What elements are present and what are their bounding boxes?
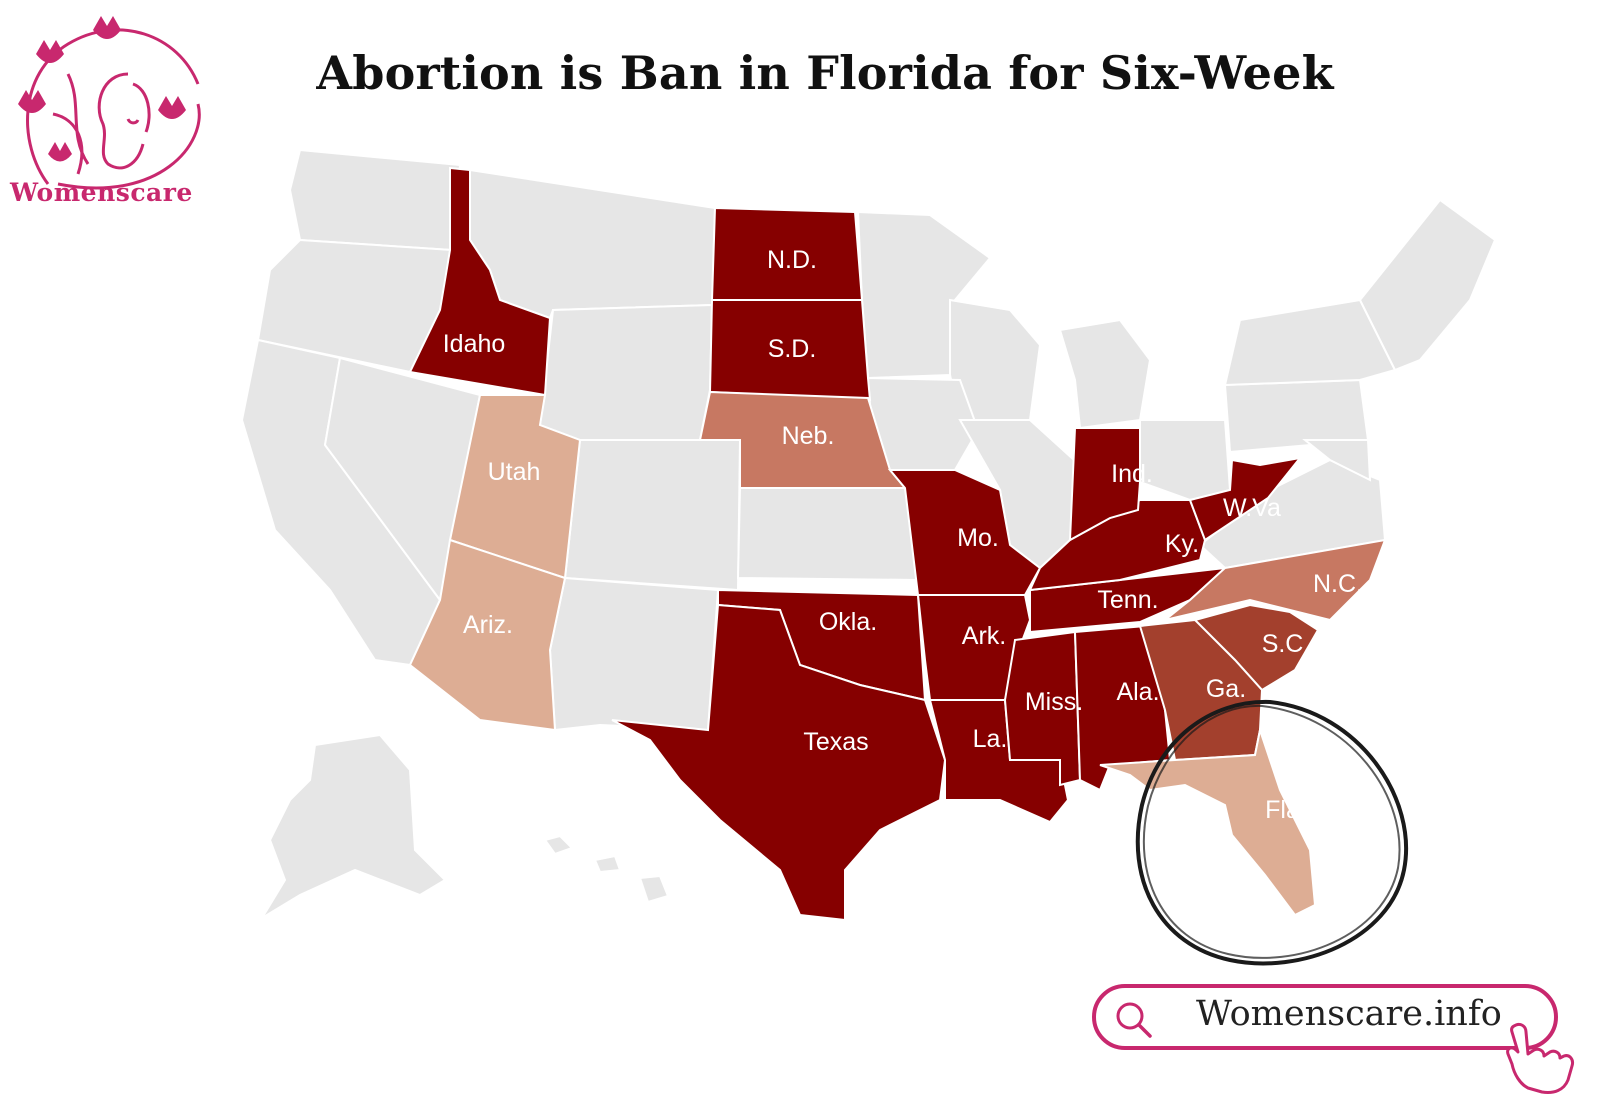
label-georgia: Ga. bbox=[1206, 675, 1246, 703]
label-missouri: Mo. bbox=[957, 524, 999, 552]
label-south-carolina: S.C. bbox=[1262, 630, 1311, 658]
label-utah: Utah bbox=[488, 458, 541, 486]
search-icon bbox=[1116, 1002, 1152, 1038]
label-mississippi: Miss. bbox=[1025, 688, 1083, 716]
pointer-hand-icon bbox=[1506, 1022, 1574, 1094]
state-north-carolina[interactable] bbox=[1164, 538, 1387, 622]
label-tennessee: Tenn. bbox=[1097, 586, 1158, 614]
website-url: Womenscare.info bbox=[1196, 994, 1502, 1034]
state-maryland-delaware bbox=[1302, 439, 1372, 482]
state-new-england bbox=[1358, 198, 1497, 372]
state-alaska bbox=[261, 733, 447, 919]
state-arizona[interactable] bbox=[408, 538, 567, 732]
state-wyoming bbox=[538, 303, 714, 441]
state-nebraska[interactable] bbox=[698, 390, 908, 489]
label-arkansas: Ark. bbox=[962, 622, 1006, 650]
state-west-virginia[interactable] bbox=[1188, 456, 1303, 542]
state-washington bbox=[288, 148, 462, 252]
label-louisiana: La. bbox=[973, 725, 1008, 753]
state-kansas bbox=[736, 487, 920, 582]
label-nebraska: Neb. bbox=[782, 422, 835, 450]
state-hawaii bbox=[543, 834, 670, 904]
label-idaho: Idaho bbox=[443, 330, 506, 358]
label-west-virginia: W.Va bbox=[1223, 494, 1281, 522]
state-montana bbox=[469, 168, 717, 320]
state-michigan bbox=[1058, 318, 1152, 430]
label-florida: Fla. bbox=[1265, 796, 1307, 824]
label-kentucky: Ky. bbox=[1165, 530, 1199, 558]
label-oklahoma: Okla. bbox=[819, 608, 877, 636]
florida-highlight-circle bbox=[1135, 699, 1409, 966]
label-north-dakota: N.D. bbox=[767, 246, 817, 274]
label-alabama: Ala. bbox=[1116, 678, 1159, 706]
state-idaho[interactable] bbox=[408, 166, 552, 397]
label-north-carolina: N.C. bbox=[1313, 570, 1363, 598]
logo-wordmark: Womenscare bbox=[10, 178, 193, 207]
state-new-york bbox=[1223, 298, 1397, 387]
label-indiana: Ind. bbox=[1111, 460, 1153, 488]
website-search-bar[interactable]: Womenscare.info bbox=[1092, 984, 1558, 1050]
label-south-dakota: S.D. bbox=[768, 335, 817, 363]
page-title: Abortion is Ban in Florida for Six-Week bbox=[316, 46, 1334, 100]
state-texas[interactable] bbox=[611, 603, 947, 922]
state-south-dakota[interactable] bbox=[708, 299, 872, 402]
womenscare-logo-icon bbox=[18, 16, 201, 190]
state-colorado bbox=[563, 439, 742, 592]
state-indiana[interactable] bbox=[1068, 427, 1141, 542]
label-arizona: Ariz. bbox=[463, 611, 513, 639]
state-ohio bbox=[1139, 419, 1232, 502]
state-new-mexico bbox=[548, 576, 720, 732]
label-texas: Texas bbox=[803, 728, 868, 756]
no-ban-states bbox=[240, 148, 1497, 919]
